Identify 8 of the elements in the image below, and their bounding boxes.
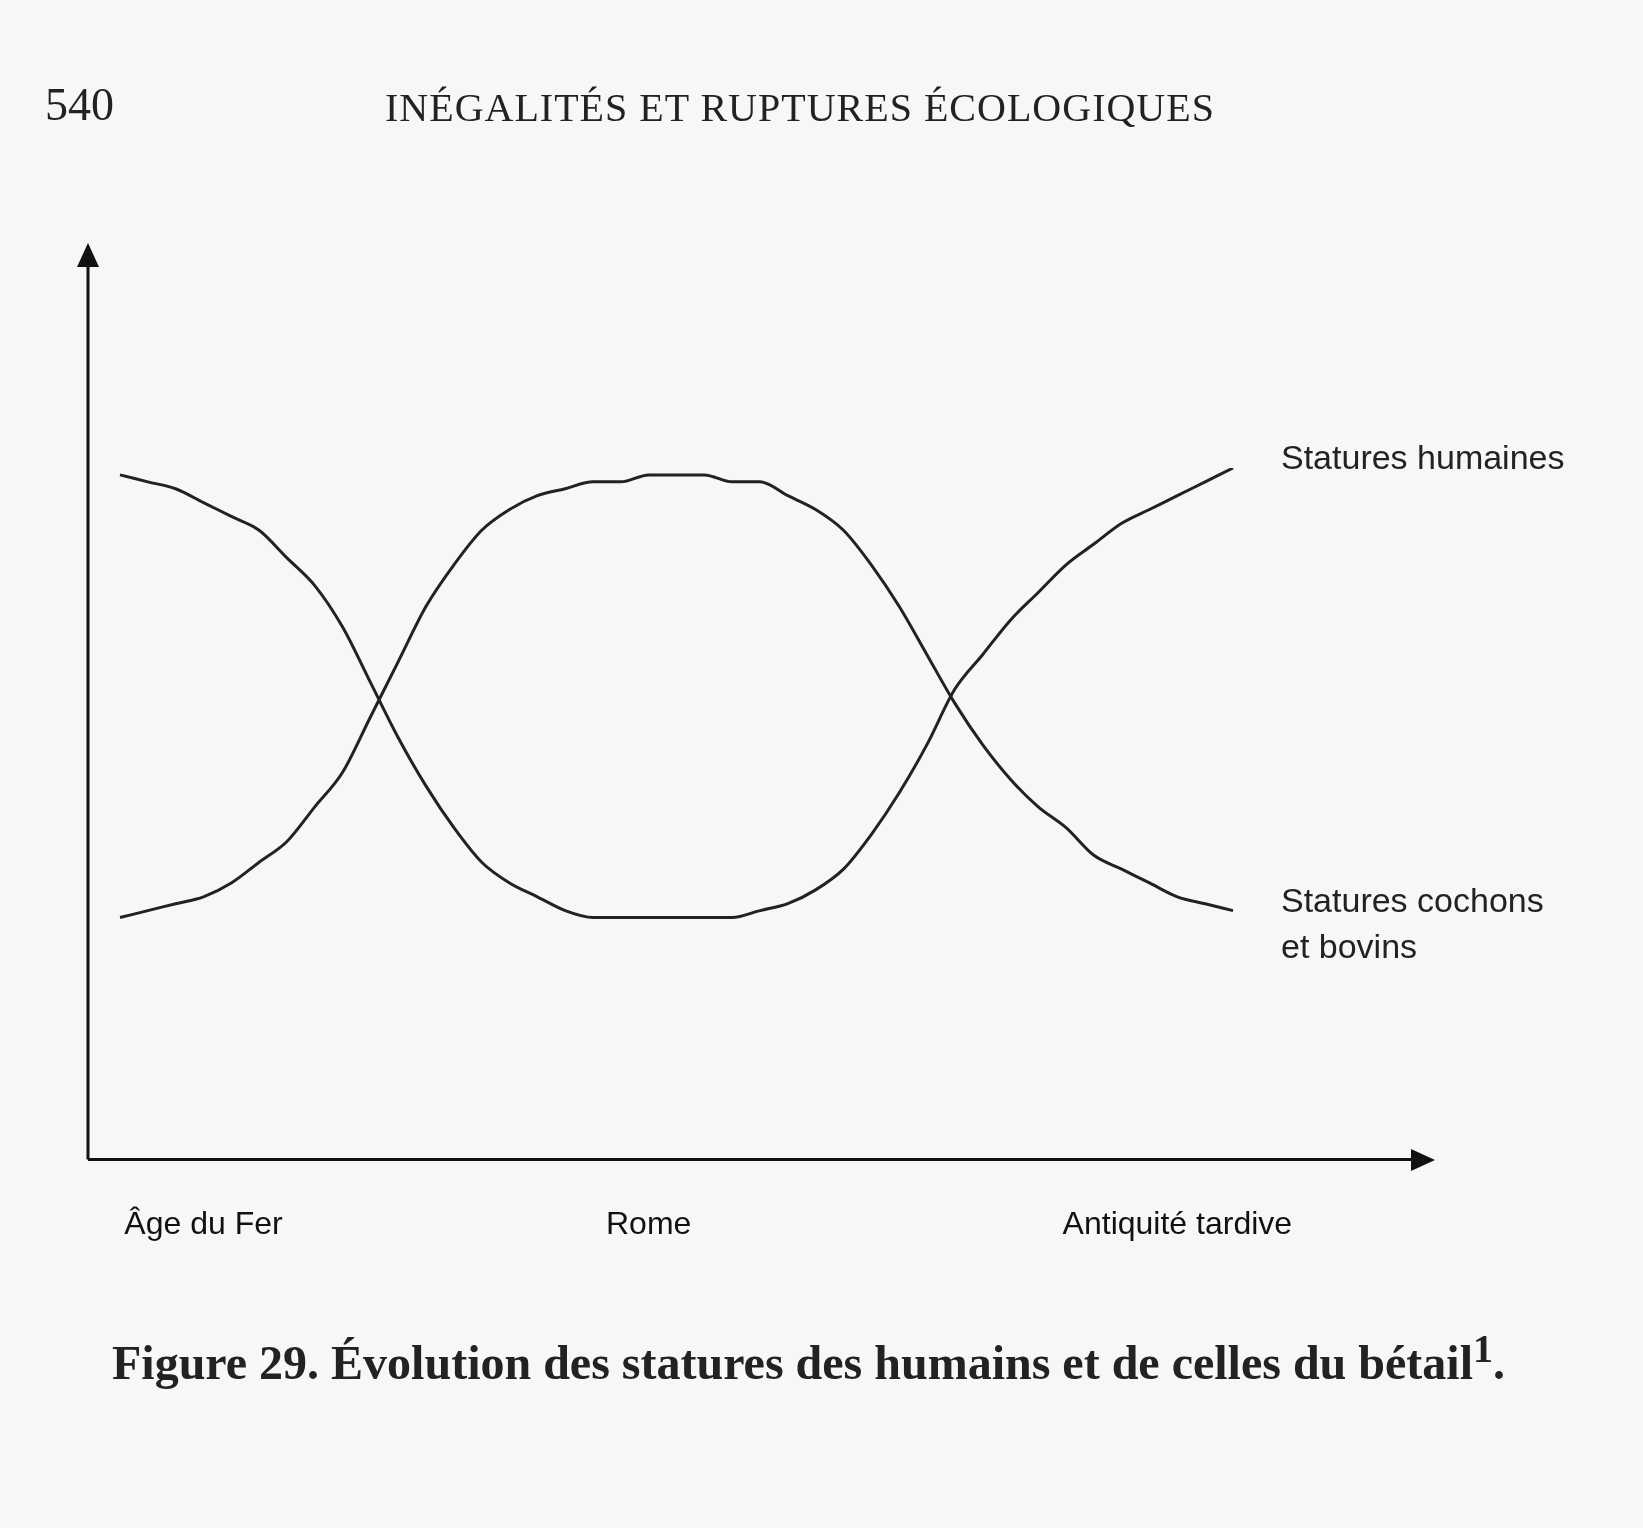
x-tick-label: Antiquité tardive xyxy=(1062,1204,1293,1241)
series-label: Statures humaines xyxy=(1281,438,1565,477)
text: 540 xyxy=(45,78,114,131)
text: Figure 29. Évolution des statures des humains et de celles du bétail$^{1}$. xyxy=(112,1325,1506,1391)
series-label: Statures cochons et bovins xyxy=(1281,881,1544,965)
text: INÉGALITÉS ET RUPTURES ÉCOLOGIQUES xyxy=(385,84,1215,131)
x-tick-label: Rome xyxy=(606,1204,692,1241)
x-tick-label: Âge du Fer xyxy=(124,1204,283,1241)
